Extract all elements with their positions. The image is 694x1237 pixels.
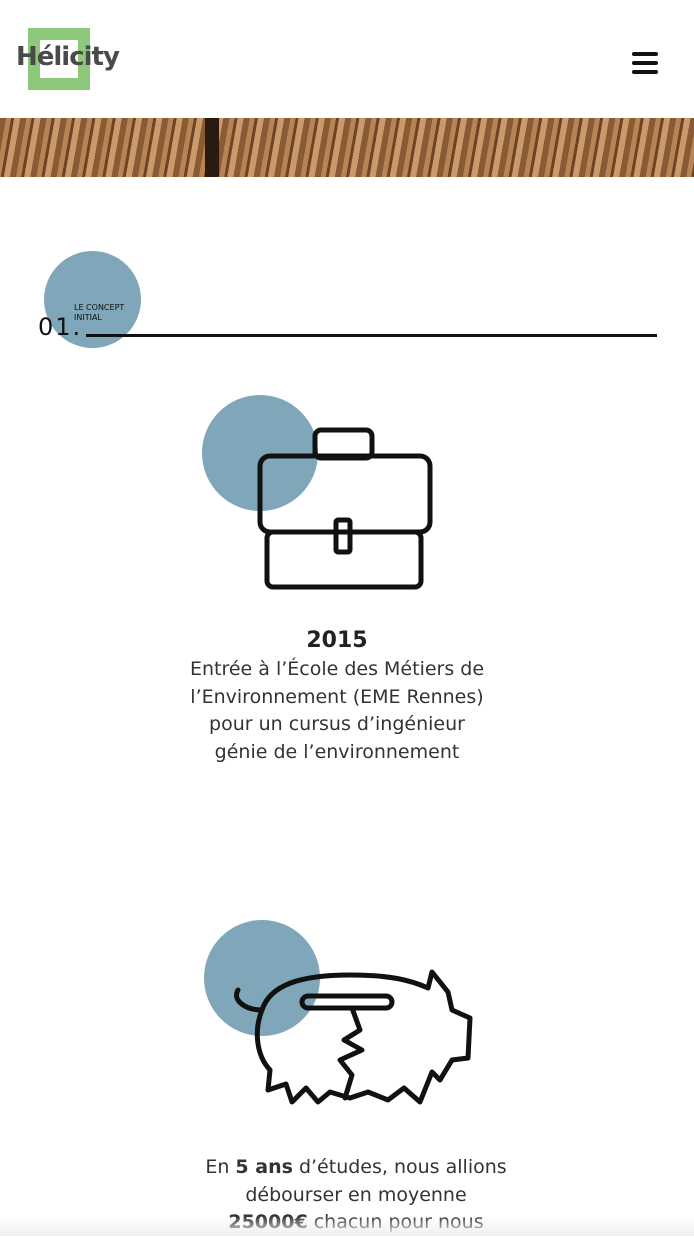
text-part-bold: 5 ans bbox=[235, 1156, 293, 1178]
section-rule bbox=[86, 334, 657, 337]
logo-mark-inner bbox=[40, 40, 78, 78]
section-circle bbox=[44, 251, 141, 348]
wood-crack bbox=[205, 118, 219, 177]
bottom-fade bbox=[0, 1216, 694, 1236]
menu-button[interactable] bbox=[632, 52, 658, 74]
piggy-bank-icon bbox=[234, 969, 473, 1105]
section-number: 01. bbox=[38, 313, 83, 341]
wood-banner bbox=[0, 118, 694, 177]
text-part: En bbox=[205, 1156, 236, 1178]
briefcase-icon bbox=[257, 427, 433, 590]
text-part: d’études, nous allions débourser en moye… bbox=[245, 1156, 507, 1206]
header: Hélicity bbox=[0, 0, 694, 118]
item-text: Entrée à l’École des Métiers de l’Enviro… bbox=[189, 658, 485, 763]
logo[interactable]: Hélicity bbox=[16, 42, 120, 72]
item-year: 2015 bbox=[306, 628, 368, 653]
section-title: LE CONCEPT INITIAL bbox=[74, 303, 125, 322]
